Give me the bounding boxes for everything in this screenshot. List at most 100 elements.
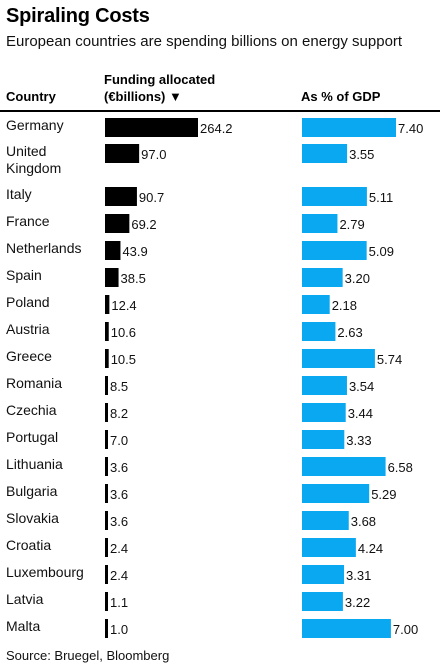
funding-bar-france xyxy=(105,214,130,233)
country-label-latvia: Latvia xyxy=(6,591,44,607)
funding-bar-slovakia xyxy=(105,511,108,530)
gdp-bar-latvia xyxy=(302,592,343,611)
gdp-value-netherlands: 5.09 xyxy=(369,244,394,259)
gdp-bar-france xyxy=(302,214,338,233)
country-label-bulgaria: Bulgaria xyxy=(6,483,58,499)
funding-value-romania: 8.5 xyxy=(110,379,128,394)
funding-bar-bulgaria xyxy=(105,484,108,503)
gdp-value-greece: 5.74 xyxy=(377,352,402,367)
funding-value-greece: 10.5 xyxy=(111,352,136,367)
gdp-bar-austria xyxy=(302,322,336,341)
chart-subtitle: European countries are spending billions… xyxy=(6,33,403,50)
funding-header-label: Funding allocated (€billions) ▼ xyxy=(104,72,216,104)
gdp-bar-germany xyxy=(302,118,396,137)
country-label-croatia: Croatia xyxy=(6,537,51,553)
country-column-header: Country xyxy=(6,89,56,104)
funding-bar-luxembourg xyxy=(105,565,108,584)
funding-value-slovakia: 3.6 xyxy=(110,514,128,529)
gdp-value-germany: 7.40 xyxy=(398,121,423,136)
funding-bar-spain xyxy=(105,268,119,287)
chart-title: Spiraling Costs xyxy=(6,5,150,27)
gdp-value-spain: 3.20 xyxy=(345,271,370,286)
gdp-column-header[interactable]: As % of GDP xyxy=(301,89,381,104)
country-label-malta: Malta xyxy=(6,618,40,634)
country-label-poland: Poland xyxy=(6,294,50,310)
funding-bar-czechia xyxy=(105,403,108,422)
funding-value-czechia: 8.2 xyxy=(110,406,128,421)
country-label-united-kingdom-line1: United xyxy=(6,143,46,159)
country-label-italy: Italy xyxy=(6,186,32,202)
funding-value-germany: 264.2 xyxy=(200,121,233,136)
funding-value-united-kingdom: 97.0 xyxy=(141,147,166,162)
funding-value-luxembourg: 2.4 xyxy=(110,568,128,583)
country-label-luxembourg: Luxembourg xyxy=(6,564,84,580)
funding-bar-italy xyxy=(105,187,137,206)
gdp-value-malta: 7.00 xyxy=(393,622,418,637)
country-label-czechia: Czechia xyxy=(6,402,57,418)
funding-bar-poland xyxy=(105,295,110,314)
gdp-bar-netherlands xyxy=(302,241,367,260)
gdp-value-slovakia: 3.68 xyxy=(351,514,376,529)
country-label-france: France xyxy=(6,213,50,229)
gdp-value-croatia: 4.24 xyxy=(358,541,383,556)
gdp-value-italy: 5.11 xyxy=(369,190,393,205)
funding-value-latvia: 1.1 xyxy=(110,595,128,610)
funding-value-france: 69.2 xyxy=(131,217,156,232)
funding-bar-greece xyxy=(105,349,109,368)
funding-value-malta: 1.0 xyxy=(110,622,128,637)
funding-bar-romania xyxy=(105,376,108,395)
gdp-bar-luxembourg xyxy=(302,565,345,584)
gdp-bar-malta xyxy=(302,619,391,638)
funding-bar-croatia xyxy=(105,538,108,557)
country-label-greece: Greece xyxy=(6,348,52,364)
country-label-spain: Spain xyxy=(6,267,42,283)
country-label-austria: Austria xyxy=(6,321,50,337)
gdp-value-czechia: 3.44 xyxy=(348,406,373,421)
gdp-bar-united-kingdom xyxy=(302,144,348,163)
gdp-bar-lithuania xyxy=(302,457,386,476)
gdp-value-poland: 2.18 xyxy=(332,298,357,313)
gdp-value-latvia: 3.22 xyxy=(345,595,370,610)
funding-value-italy: 90.7 xyxy=(139,190,164,205)
country-label-lithuania: Lithuania xyxy=(6,456,63,472)
gdp-value-france: 2.79 xyxy=(339,217,364,232)
funding-value-spain: 38.5 xyxy=(121,271,146,286)
gdp-bar-italy xyxy=(302,187,367,206)
gdp-value-portugal: 3.33 xyxy=(346,433,371,448)
country-label-germany: Germany xyxy=(6,117,64,133)
funding-bar-netherlands xyxy=(105,241,121,260)
gdp-bar-greece xyxy=(302,349,375,368)
funding-bar-germany xyxy=(105,118,198,137)
funding-bar-portugal xyxy=(105,430,108,449)
country-label-slovakia: Slovakia xyxy=(6,510,59,526)
gdp-bar-croatia xyxy=(302,538,356,557)
funding-bar-malta xyxy=(105,619,108,638)
gdp-value-bulgaria: 5.29 xyxy=(371,487,396,502)
gdp-bar-romania xyxy=(302,376,347,395)
gdp-value-romania: 3.54 xyxy=(349,379,374,394)
funding-value-portugal: 7.0 xyxy=(110,433,128,448)
gdp-bar-portugal xyxy=(302,430,345,449)
funding-value-lithuania: 3.6 xyxy=(110,460,128,475)
funding-bar-lithuania xyxy=(105,457,108,476)
funding-bar-latvia xyxy=(105,592,108,611)
gdp-value-austria: 2.63 xyxy=(337,325,362,340)
country-label-united-kingdom-line2: Kingdom xyxy=(6,160,61,176)
source-note: Source: Bruegel, Bloomberg xyxy=(6,648,170,663)
country-label-portugal: Portugal xyxy=(6,429,58,445)
gdp-bar-spain xyxy=(302,268,343,287)
gdp-bar-poland xyxy=(302,295,330,314)
funding-bar-austria xyxy=(105,322,109,341)
funding-value-croatia: 2.4 xyxy=(110,541,128,556)
header-rule xyxy=(0,110,440,112)
funding-bar-united-kingdom xyxy=(105,144,140,163)
gdp-value-lithuania: 6.58 xyxy=(388,460,413,475)
country-label-netherlands: Netherlands xyxy=(6,240,82,256)
funding-value-bulgaria: 3.6 xyxy=(110,487,128,502)
gdp-bar-bulgaria xyxy=(302,484,370,503)
funding-value-austria: 10.6 xyxy=(111,325,136,340)
funding-value-poland: 12.4 xyxy=(111,298,136,313)
funding-column-header[interactable]: Funding allocated (€billions) ▼ xyxy=(104,71,244,105)
funding-value-netherlands: 43.9 xyxy=(122,244,147,259)
